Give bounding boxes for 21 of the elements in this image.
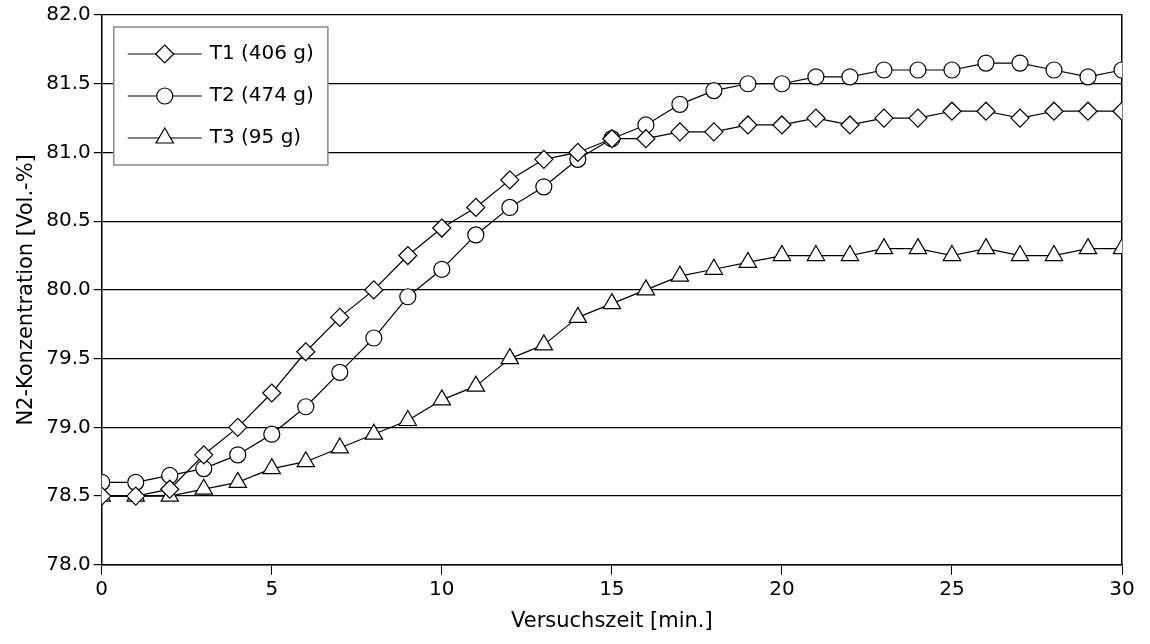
y-tick-label: 81.0 [46, 138, 91, 163]
x-axis-title: Versuchszeit [min.] [511, 607, 713, 632]
y-tick-label: 78.5 [46, 482, 91, 507]
y-axis-title: N2-Konzentration [Vol.-%] [13, 154, 38, 426]
y-tick-label: 81.5 [46, 69, 91, 94]
y-tick-label: 78.0 [46, 551, 91, 575]
x-tick-label: 0 [95, 576, 109, 600]
y-tick-label: 80.0 [46, 276, 91, 301]
x-tick-label: 25 [939, 576, 965, 600]
x-tick-label: 5 [265, 576, 279, 600]
y-tick-label: 80.5 [46, 207, 91, 232]
x-tick-label: 15 [599, 576, 625, 600]
legend-label: T3 (95 g) [208, 124, 302, 149]
legend-label: T2 (474 g) [208, 82, 314, 107]
legend-label: T1 (406 g) [208, 40, 314, 65]
y-tick-label: 79.5 [46, 344, 91, 369]
y-tick-label: 82.0 [46, 1, 91, 26]
x-tick-label: 30 [1109, 576, 1135, 600]
x-tick-label: 20 [769, 576, 795, 600]
y-tick-label: 79.0 [46, 413, 91, 438]
x-tick-label: 10 [429, 576, 455, 600]
